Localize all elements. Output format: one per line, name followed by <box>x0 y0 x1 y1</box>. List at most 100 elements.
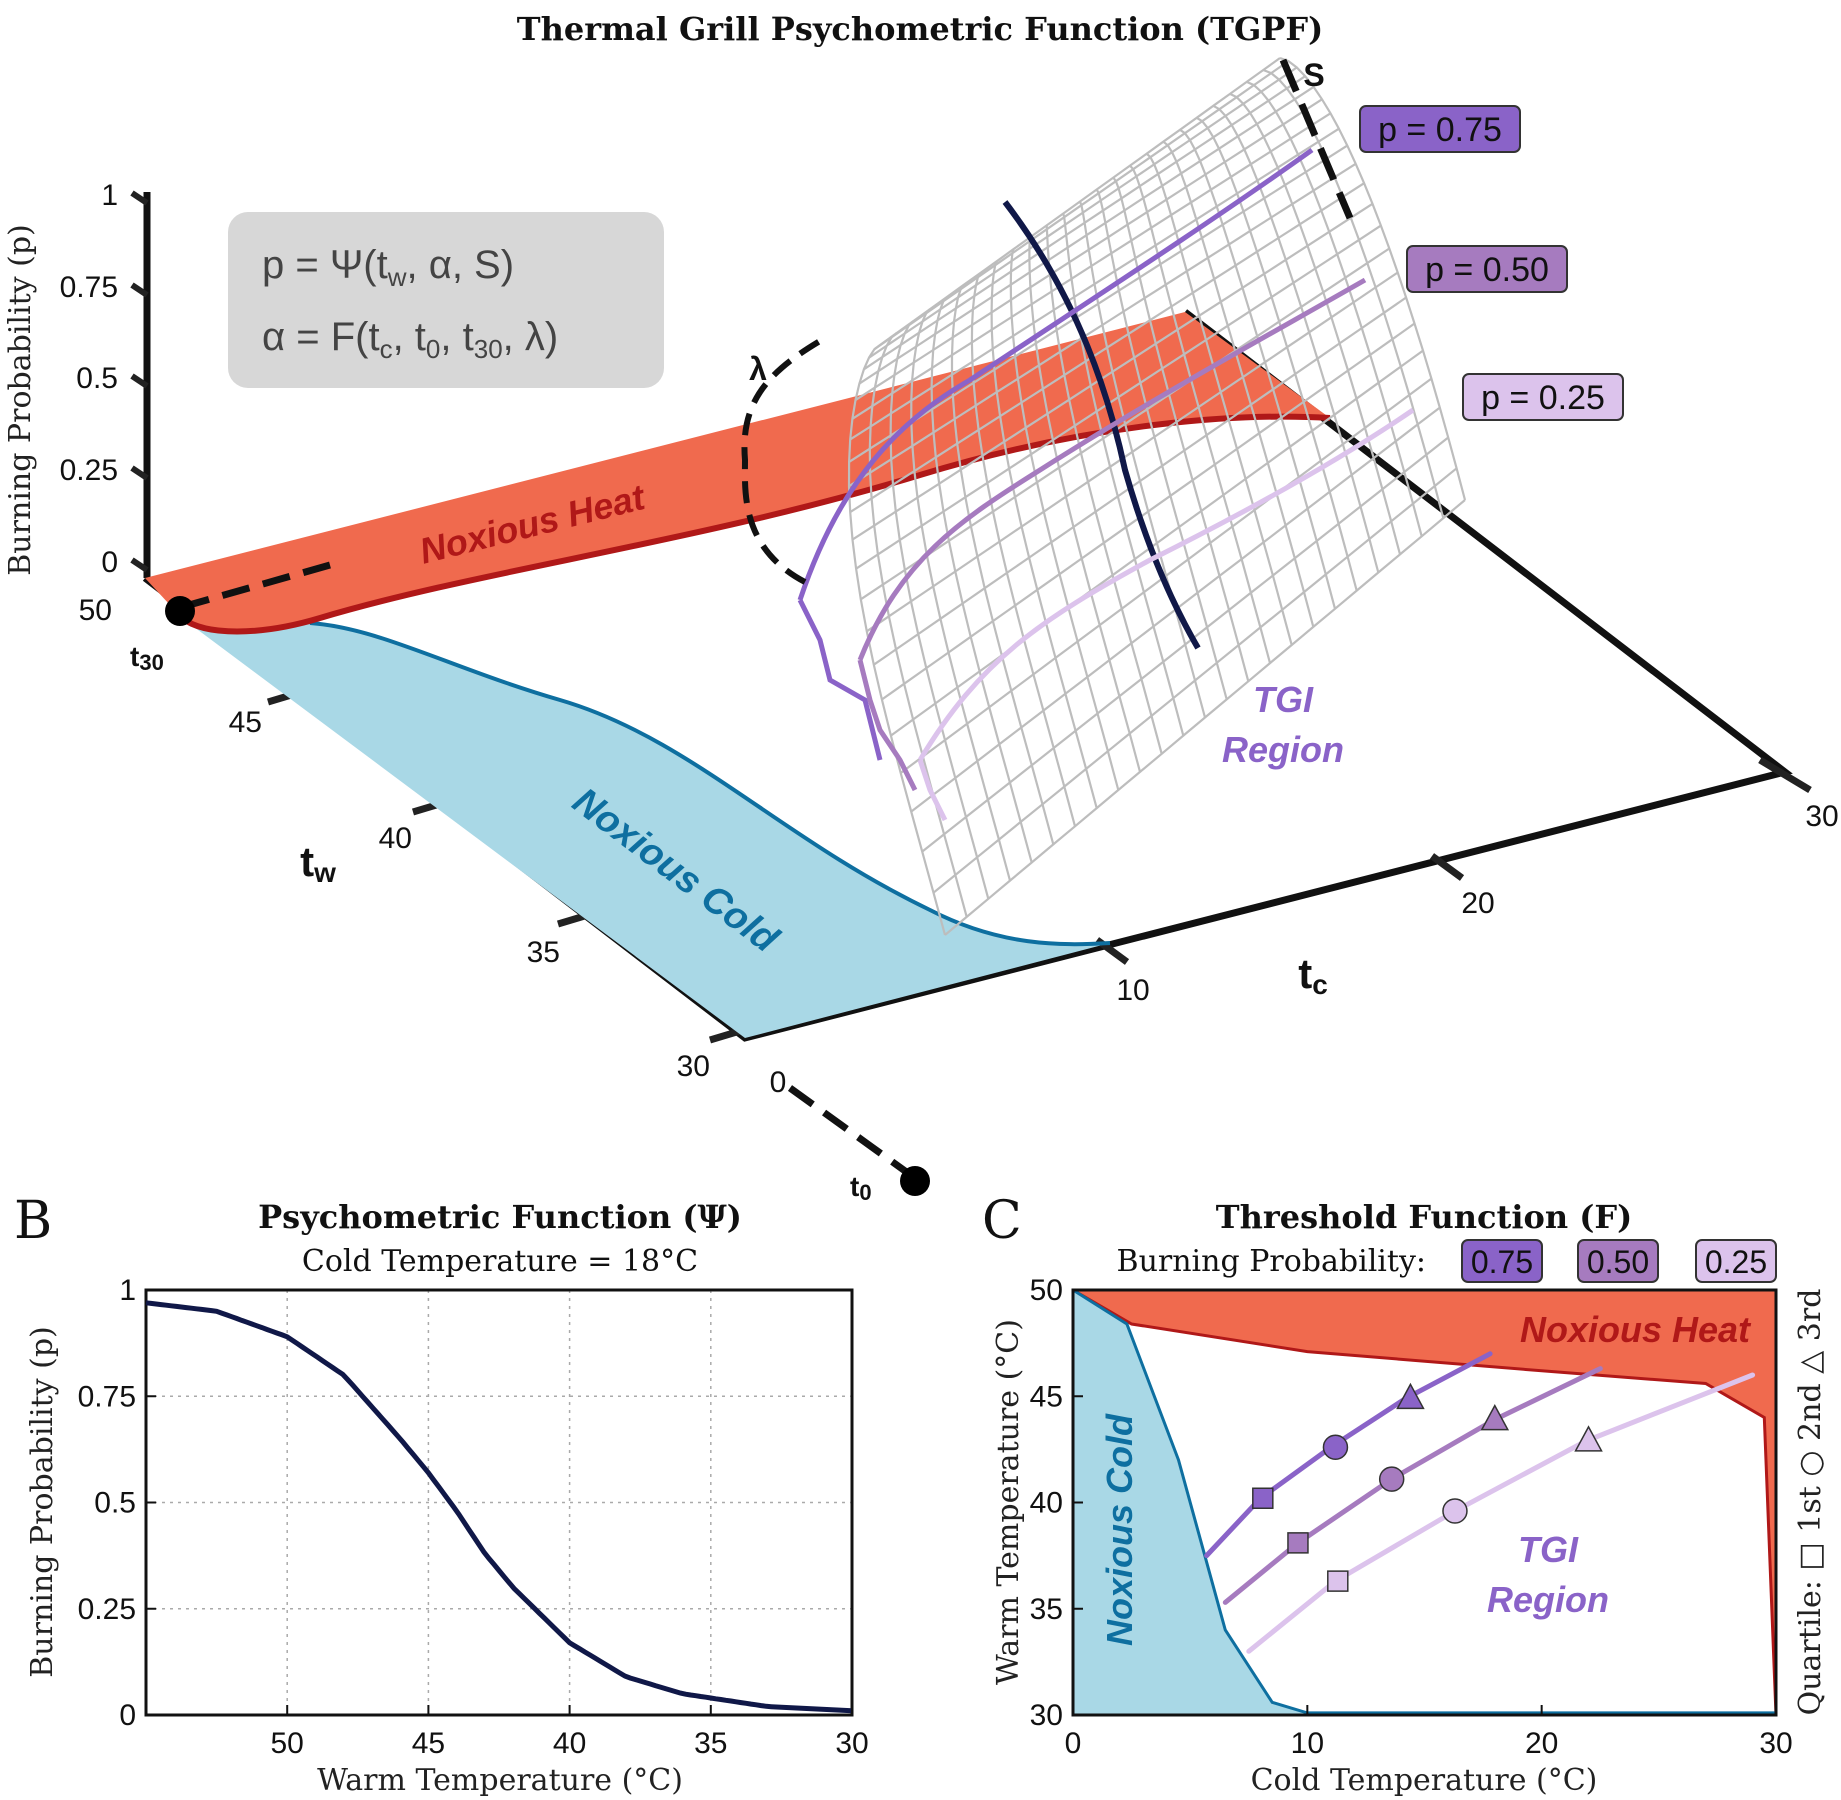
tc-tick-0: 0 <box>770 1066 787 1099</box>
panel-b-ytick-label: 0.5 <box>94 1487 136 1520</box>
quartile-marker-025-3rd <box>1574 1425 1603 1452</box>
panel-b: B Psychometric Function (Ψ) Cold Tempera… <box>14 1191 869 1798</box>
z-tick-05: 0.5 <box>76 362 118 395</box>
z-tick-0: 0 <box>101 546 118 579</box>
panel-c-xlabel: Cold Temperature (°C) <box>1251 1763 1598 1798</box>
figure-title: Thermal Grill Psychometric Function (TGP… <box>517 10 1323 48</box>
mesh-col-line <box>1009 249 1120 791</box>
panel-c-legend-075: 0.75 <box>1461 1239 1543 1283</box>
quartile-marker-025-2nd <box>1442 1498 1468 1524</box>
mesh-col-line <box>1229 92 1402 555</box>
mesh-col-line <box>1112 176 1250 682</box>
noxious-heat-band-3d <box>145 312 1330 632</box>
z-axis-label: Burning Probability (p) <box>3 224 38 576</box>
quartile-legend: Quartile: □ 1st ○ 2nd △ 3rd <box>1793 1289 1828 1716</box>
panel-b-subtitle: Cold Temperature = 18°C <box>302 1244 698 1279</box>
iso-curve-075 <box>1204 1351 1493 1559</box>
iso-curve-025-3d <box>917 407 1415 762</box>
lambda-label: λ <box>749 351 767 387</box>
mesh-col-line <box>970 272 1077 827</box>
panel-c-xtick-label: 10 <box>1291 1727 1324 1760</box>
mesh-col-line <box>847 344 947 936</box>
panel-c-ytick-label: 50 <box>1030 1274 1063 1307</box>
panel-b-xtick-label: 30 <box>835 1727 868 1760</box>
panel-c-ylabel: Warm Temperature (°C) <box>991 1319 1026 1685</box>
panel-c-xtick-label: 20 <box>1525 1727 1558 1760</box>
legend-p075: p = 0.75 <box>1359 105 1521 153</box>
panel-b-ticks: 50 45 40 35 30 0 0.25 0.5 0.75 1 <box>78 1274 869 1760</box>
panel-c-legend-050-label: 0.50 <box>1587 1244 1649 1280</box>
panel-b-xlabel: Warm Temperature (°C) <box>317 1763 683 1798</box>
mesh-col-line <box>1062 213 1185 736</box>
mesh-col-line <box>1045 225 1163 755</box>
formula-box-bg <box>228 212 664 388</box>
noxious-heat-edge-2d <box>1072 1288 1778 1716</box>
iso-curve-075-3d-lower <box>797 598 883 761</box>
panel-c-legend-075-label: 0.75 <box>1471 1244 1533 1280</box>
t0-label: t0 <box>850 1171 872 1205</box>
z-tick-1: 1 <box>101 179 118 212</box>
noxious-cold-region-3d <box>182 618 1110 1038</box>
mesh-col-line <box>1162 140 1315 628</box>
noxious-cold-region-2d <box>1073 1290 1776 1715</box>
iso-curve-050-3d <box>857 277 1367 661</box>
tc-axis-label: tc <box>1298 950 1328 1000</box>
quartile-marker-050-2nd <box>1378 1466 1405 1492</box>
tw-axis-label: tw <box>300 838 336 888</box>
panel-c-ticks: 0 10 20 30 30 35 40 45 50 <box>1030 1274 1793 1760</box>
slice-line-18c <box>1002 200 1201 650</box>
tgi-label-3d-line1: TGI <box>1253 679 1314 720</box>
tw-tick-50: 50 <box>79 594 112 627</box>
mesh-col-line <box>1279 56 1467 501</box>
mesh-col-line <box>1028 237 1142 773</box>
panel-b-ytick-label: 1 <box>119 1274 136 1307</box>
panel-c-legend-050: 0.50 <box>1577 1239 1659 1283</box>
tc-tick-10: 10 <box>1116 974 1149 1007</box>
panel-c-ytick-label: 45 <box>1030 1380 1063 1413</box>
mesh-col-line <box>1212 104 1380 573</box>
panel-a: Thermal Grill Psychometric Function (TGP… <box>3 10 1839 1205</box>
formula-line-2: α = F(tc, t0, t30, λ) <box>262 315 558 364</box>
t30-dashed-line <box>181 561 331 611</box>
mesh-col-line <box>910 308 1012 881</box>
panel-c-legend-025: 0.25 <box>1695 1239 1777 1283</box>
legend-p025: p = 0.25 <box>1462 373 1624 421</box>
panel-c-ytick-label: 30 <box>1030 1699 1063 1732</box>
mesh-col-line <box>1196 116 1358 591</box>
z-tick-025: 0.25 <box>60 454 118 487</box>
tc-end-tick <box>1758 756 1812 794</box>
quartile-marker-075-1st <box>1252 1487 1274 1509</box>
mesh-col-line <box>889 320 990 900</box>
panel-c-xtick-label: 0 <box>1065 1727 1082 1760</box>
tw-tick-35: 35 <box>527 936 560 969</box>
s-label: S <box>1303 57 1324 93</box>
panel-c-title: Threshold Function (F) <box>1216 1198 1632 1236</box>
noxious-heat-region-2d <box>1073 1290 1776 1715</box>
panel-b-ytick-label: 0.25 <box>78 1593 136 1626</box>
psychometric-surface-mesh <box>847 56 1467 936</box>
panel-c-legend-025-label: 0.25 <box>1705 1244 1767 1280</box>
iso-curve-075-3d <box>797 147 1314 601</box>
mesh-col-line <box>1095 188 1228 700</box>
z-tick-075: 0.75 <box>60 271 118 304</box>
panel-c-letter: C <box>982 1191 1022 1251</box>
z-axis-ticks <box>130 190 149 573</box>
panel-c: C Threshold Function (F) Burning Probabi… <box>982 1191 1828 1798</box>
t0-point <box>900 1166 930 1196</box>
legend-p050-label: p = 0.50 <box>1425 251 1549 289</box>
quartile-marker-075-2nd <box>1322 1434 1349 1460</box>
mesh-col-line <box>1145 152 1293 646</box>
formula-box: p = Ψ(tw, α, S) α = F(tc, t0, t30, λ) <box>228 212 664 388</box>
noxious-heat-label-2d: Noxious Heat <box>1520 1309 1752 1350</box>
panel-b-ylabel: Burning Probability (p) <box>25 1326 60 1678</box>
panel-b-ytick-label: 0.75 <box>78 1380 136 1413</box>
quartile-marker-050-3rd <box>1480 1404 1510 1431</box>
noxious-cold-label-2d: Noxious Cold <box>1099 1413 1140 1646</box>
panel-c-legend-prefix: Burning Probability: <box>1117 1244 1426 1279</box>
panel-b-xtick-label: 50 <box>271 1727 304 1760</box>
iso-curve-025-3d-lower <box>917 759 948 822</box>
mesh-col-line <box>950 284 1055 845</box>
t30-label: t30 <box>130 641 164 675</box>
mesh-col-line <box>930 296 1033 863</box>
